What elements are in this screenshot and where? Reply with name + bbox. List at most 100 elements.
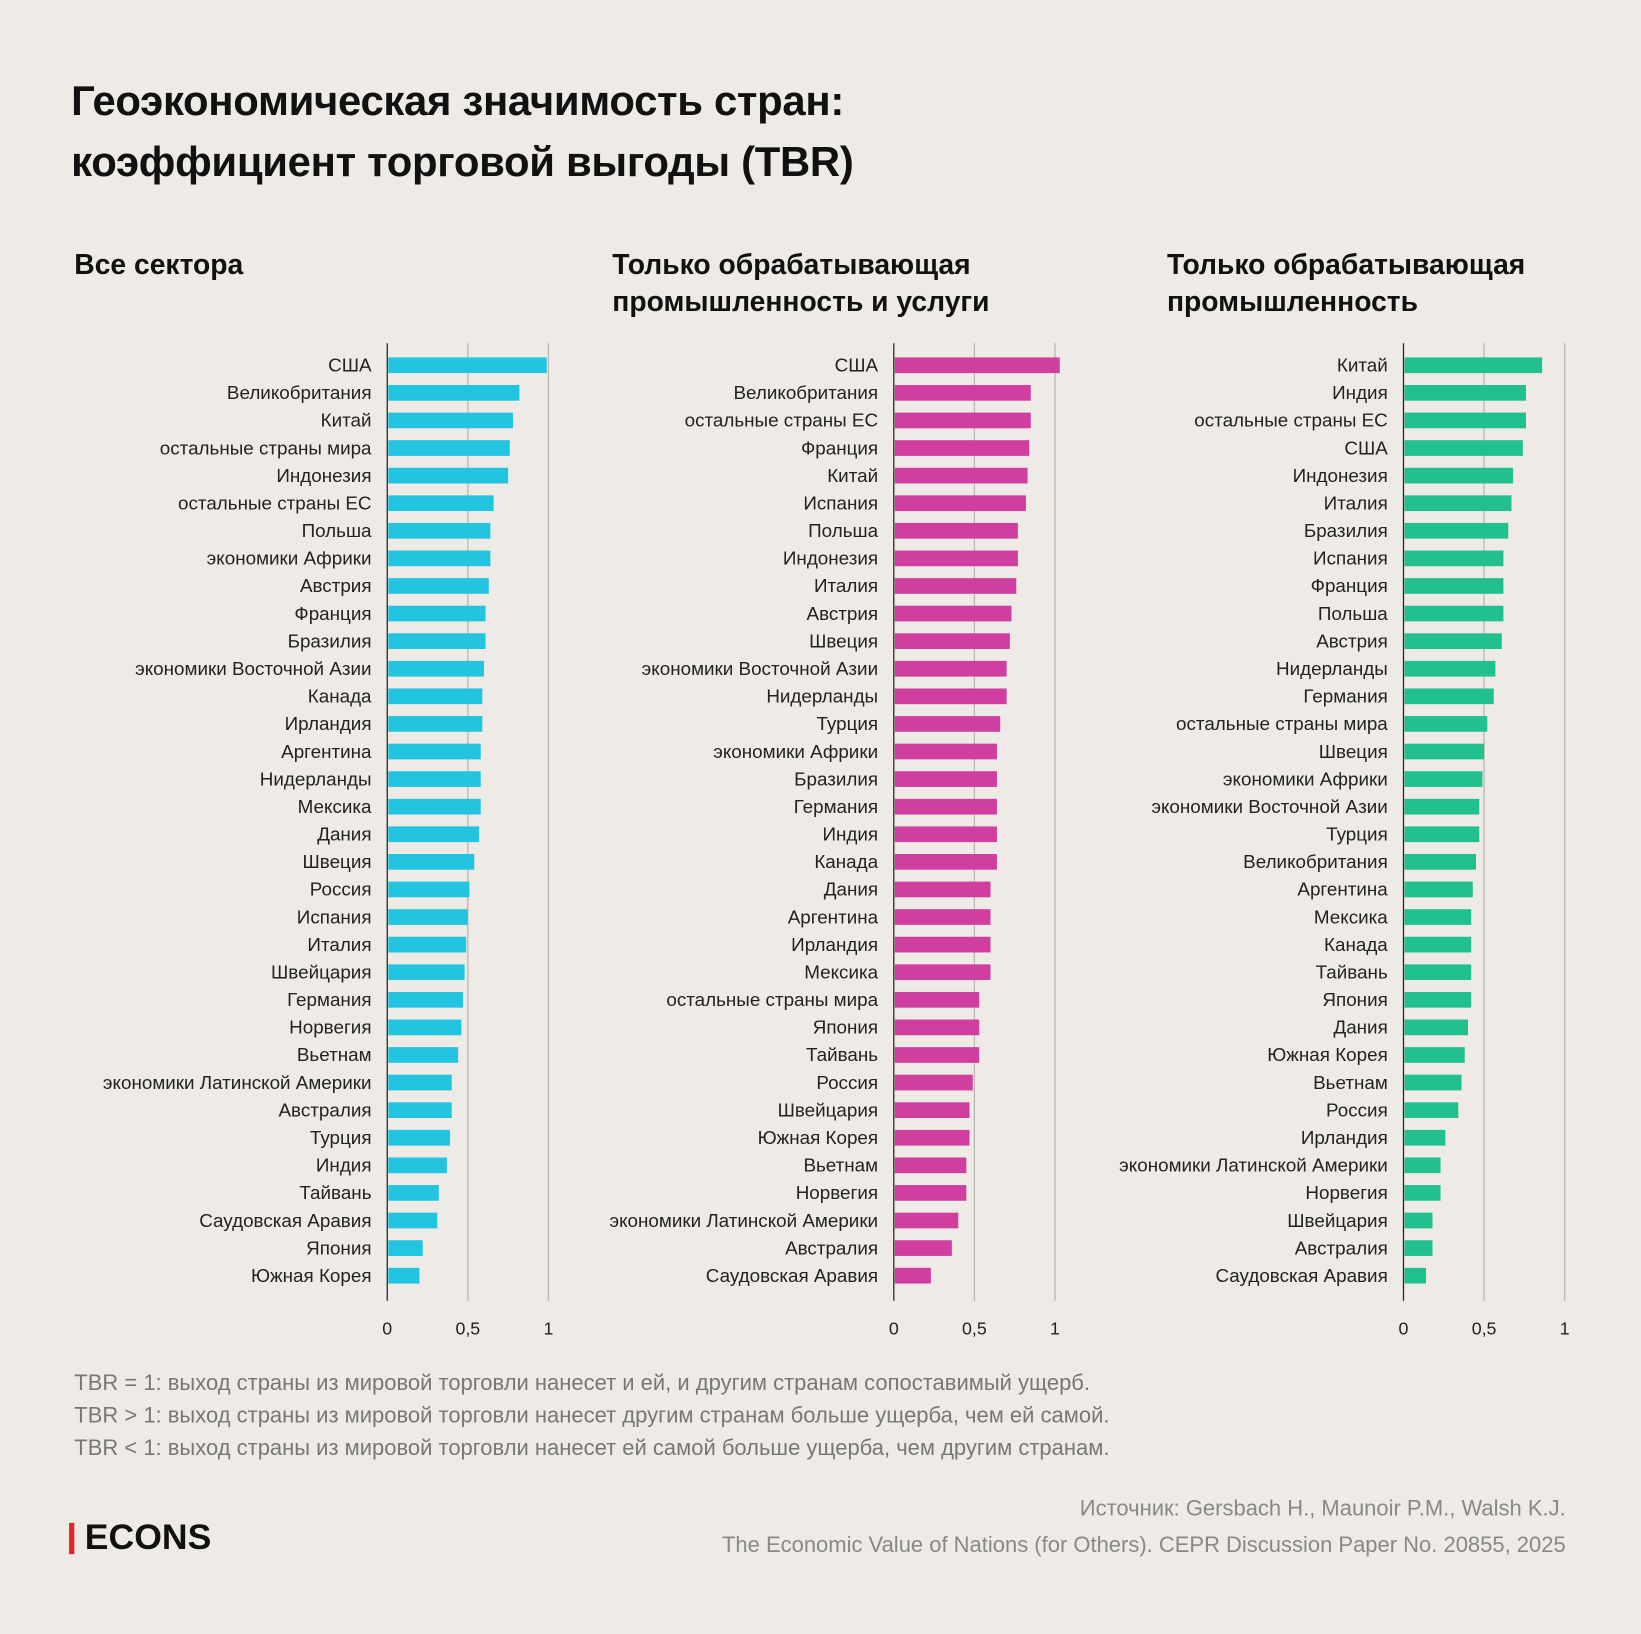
bar [388, 1240, 423, 1256]
bar [1404, 1019, 1468, 1036]
bar [1404, 385, 1526, 401]
bar [388, 660, 484, 677]
bar [1404, 467, 1514, 484]
bar [894, 743, 997, 760]
bar [1404, 798, 1480, 815]
category-label: Австралия [279, 1099, 372, 1120]
logo-mark [69, 1522, 75, 1554]
bar [894, 1102, 970, 1118]
category-label: экономики Африки [713, 741, 878, 762]
bar [1404, 881, 1473, 898]
category-label: остальные страны мира [666, 989, 878, 1010]
bar [1404, 578, 1504, 594]
bar [388, 522, 491, 539]
category-label: Ирландия [791, 934, 878, 955]
source-line: The Economic Value of Nations (for Other… [721, 1533, 1566, 1558]
bar [894, 1019, 980, 1036]
category-label: Канада [814, 851, 878, 872]
category-label: Индия [1332, 382, 1388, 403]
bar [388, 1185, 439, 1201]
bar [388, 412, 513, 429]
x-tick-label: 0,5 [962, 1318, 987, 1338]
category-label: остальные страны ЕС [685, 410, 879, 431]
category-label: Австрия [1316, 630, 1388, 651]
category-label: Вьетнам [1313, 1072, 1388, 1093]
bar [1404, 1267, 1427, 1284]
x-tick-label: 0,5 [1472, 1318, 1497, 1338]
bar [388, 385, 520, 401]
category-label: Италия [1324, 492, 1388, 513]
bar [894, 1212, 959, 1229]
category-label: Россия [1326, 1099, 1388, 1120]
category-label: Великобритания [1243, 851, 1388, 872]
bar [1404, 743, 1485, 760]
category-label: США [328, 355, 372, 376]
category-label: Турция [1326, 824, 1388, 845]
category-label: Индонезия [276, 465, 371, 486]
category-label: Германия [287, 989, 371, 1010]
x-tick-label: 0 [382, 1318, 392, 1338]
bar [388, 633, 486, 649]
panel-title-line: Только обрабатывающая [612, 249, 971, 281]
category-label: Швейцария [778, 1099, 878, 1120]
category-label: экономики Восточной Азии [642, 658, 878, 679]
category-label: Дания [824, 879, 878, 900]
panel-title-line: Только обрабатывающая [1166, 249, 1526, 281]
category-label: Канада [308, 686, 372, 707]
category-label: Польша [1318, 603, 1388, 624]
category-label: Норвегия [289, 1017, 371, 1038]
source-line: Источник: Gersbach H., Maunoir P.M., Wal… [1079, 1496, 1566, 1521]
category-label: Россия [310, 879, 372, 900]
bar [1404, 660, 1496, 677]
category-label: Дания [317, 824, 371, 845]
panel-title-manufacturing-services: Только обрабатывающая промышленность и у… [612, 247, 989, 320]
bar [388, 991, 463, 1008]
category-label: Китай [321, 410, 372, 431]
title-line-2: коэффициент торговой выгоды (TBR) [71, 139, 854, 186]
category-label: Тайвань [299, 1182, 371, 1203]
note-line: TBR = 1: выход страны из мировой торговл… [74, 1371, 1090, 1396]
category-label: Южная Корея [1267, 1044, 1388, 1065]
category-label: Норвегия [1305, 1182, 1387, 1203]
bar [894, 550, 1018, 567]
x-tick-label: 0,5 [455, 1318, 480, 1338]
bar [1404, 1157, 1441, 1174]
bar [1404, 964, 1472, 981]
category-label: США [835, 355, 879, 376]
category-label: Австралия [785, 1237, 878, 1258]
category-label: экономики Восточной Азии [135, 658, 371, 679]
category-label: Китай [1337, 355, 1388, 376]
panel-title-line: Все сектора [74, 249, 244, 281]
bar [388, 688, 483, 705]
category-label: Саудовская Аравия [1215, 1265, 1387, 1286]
bar [388, 964, 465, 981]
bar [894, 633, 1010, 649]
bar [388, 826, 480, 843]
category-label: Франция [801, 437, 878, 458]
bar [1404, 716, 1488, 732]
category-label: Швейцария [1287, 1210, 1387, 1231]
bar [894, 605, 1012, 622]
bar [388, 1212, 438, 1229]
category-label: Южная Корея [251, 1265, 372, 1286]
bar [388, 881, 470, 898]
category-label: Вьетнам [297, 1044, 372, 1065]
bar [894, 964, 991, 981]
bar [894, 578, 1017, 594]
bar [894, 522, 1018, 539]
bar [894, 660, 1007, 677]
category-label: Мексика [1314, 906, 1388, 927]
bar [894, 467, 1028, 484]
x-tick-label: 0 [1399, 1318, 1409, 1338]
bar [1404, 909, 1472, 925]
category-label: экономики Африки [1223, 768, 1388, 789]
bar [894, 1185, 967, 1201]
category-label: Испания [297, 906, 372, 927]
category-label: Аргентина [281, 741, 372, 762]
x-tick-label: 1 [1050, 1318, 1060, 1338]
bar [1404, 522, 1509, 539]
bar [894, 798, 997, 815]
bar [1404, 1185, 1441, 1201]
bar [894, 385, 1031, 401]
bar [1404, 771, 1483, 787]
